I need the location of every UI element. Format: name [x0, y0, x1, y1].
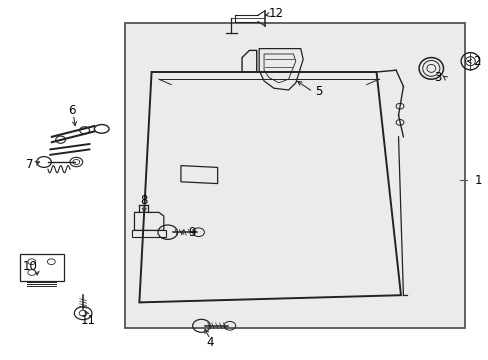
Text: 12: 12 — [268, 7, 283, 20]
Text: 1: 1 — [473, 174, 481, 186]
Text: 8: 8 — [140, 194, 148, 207]
Text: 7: 7 — [25, 158, 33, 171]
Text: 10: 10 — [23, 260, 38, 273]
Text: 2: 2 — [472, 55, 480, 68]
Text: 5: 5 — [314, 85, 322, 98]
Text: 9: 9 — [187, 226, 195, 239]
Text: 6: 6 — [68, 104, 76, 117]
Text: 4: 4 — [206, 336, 214, 348]
Text: 11: 11 — [81, 314, 95, 327]
Text: 3: 3 — [433, 71, 441, 84]
Bar — [124, 23, 464, 328]
